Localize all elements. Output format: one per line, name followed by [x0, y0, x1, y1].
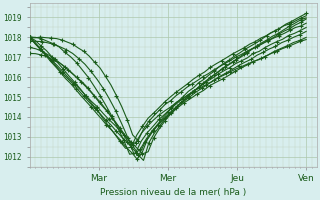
X-axis label: Pression niveau de la mer( hPa ): Pression niveau de la mer( hPa )	[100, 188, 246, 197]
